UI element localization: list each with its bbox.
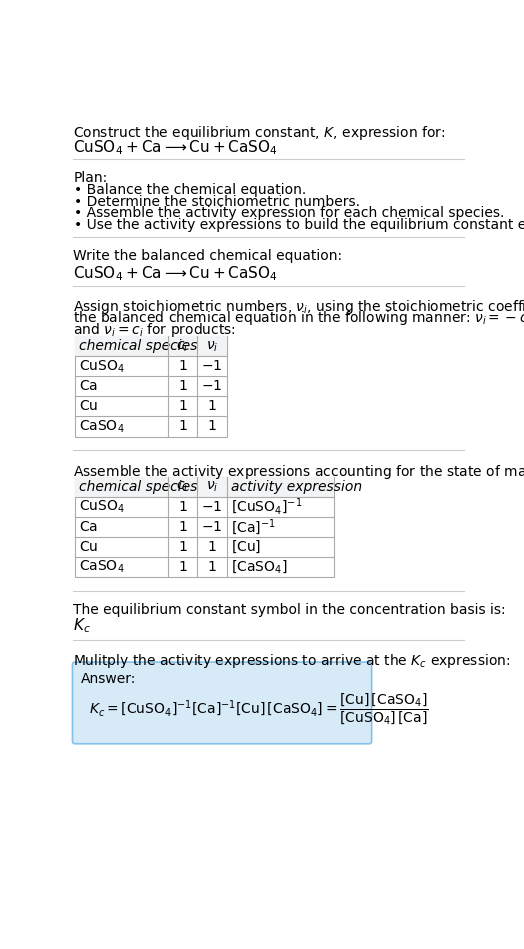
Text: $1$: $1$ xyxy=(207,419,217,434)
Text: $-1$: $-1$ xyxy=(201,499,223,513)
Text: $-1$: $-1$ xyxy=(201,380,223,394)
Text: $[\mathrm{CuSO_4}]^{-1}$: $[\mathrm{CuSO_4}]^{-1}$ xyxy=(232,496,303,517)
Text: • Balance the chemical equation.: • Balance the chemical equation. xyxy=(74,183,306,197)
Text: 1: 1 xyxy=(178,540,187,553)
Text: • Use the activity expressions to build the equilibrium constant expression.: • Use the activity expressions to build … xyxy=(74,218,524,232)
Text: $K_c$: $K_c$ xyxy=(73,617,91,636)
Text: Mulitply the activity expressions to arrive at the $K_c$ expression:: Mulitply the activity expressions to arr… xyxy=(73,652,511,670)
Text: The equilibrium constant symbol in the concentration basis is:: The equilibrium constant symbol in the c… xyxy=(73,603,506,617)
Text: $\mathrm{CuSO_4 + Ca \longrightarrow Cu + CaSO_4}$: $\mathrm{CuSO_4 + Ca \longrightarrow Cu … xyxy=(73,139,278,158)
Text: Assemble the activity expressions accounting for the state of matter and $\nu_i$: Assemble the activity expressions accoun… xyxy=(73,463,524,481)
Bar xyxy=(75,476,334,496)
Text: $\mathrm{CaSO_4}$: $\mathrm{CaSO_4}$ xyxy=(80,419,125,435)
Text: $1$: $1$ xyxy=(207,560,217,573)
Text: $\mathrm{Cu}$: $\mathrm{Cu}$ xyxy=(80,400,99,414)
Text: Construct the equilibrium constant, $K$, expression for:: Construct the equilibrium constant, $K$,… xyxy=(73,124,446,142)
Text: and $\nu_i = c_i$ for products:: and $\nu_i = c_i$ for products: xyxy=(73,321,236,339)
Text: $\mathrm{CaSO_4}$: $\mathrm{CaSO_4}$ xyxy=(80,558,125,575)
Text: $-1$: $-1$ xyxy=(201,360,223,374)
Text: Plan:: Plan: xyxy=(73,171,107,185)
Text: $[\mathrm{Cu}]$: $[\mathrm{Cu}]$ xyxy=(232,538,261,555)
Text: $1$: $1$ xyxy=(207,540,217,553)
Text: $[\mathrm{Ca}]^{-1}$: $[\mathrm{Ca}]^{-1}$ xyxy=(232,516,276,536)
Text: chemical species: chemical species xyxy=(80,340,198,353)
Bar xyxy=(75,336,227,437)
Text: Assign stoichiometric numbers, $\nu_i$, using the stoichiometric coefficients, $: Assign stoichiometric numbers, $\nu_i$, … xyxy=(73,298,524,316)
Text: Answer:: Answer: xyxy=(81,672,136,686)
Text: $\mathrm{CuSO_4 + Ca \longrightarrow Cu + CaSO_4}$: $\mathrm{CuSO_4 + Ca \longrightarrow Cu … xyxy=(73,264,278,283)
Text: $\nu_i$: $\nu_i$ xyxy=(206,339,218,354)
Text: $c_i$: $c_i$ xyxy=(177,339,189,354)
Text: $c_i$: $c_i$ xyxy=(177,479,189,493)
Text: 1: 1 xyxy=(178,560,187,573)
Text: chemical species: chemical species xyxy=(80,479,198,493)
Text: 1: 1 xyxy=(178,360,187,374)
Bar xyxy=(75,476,334,577)
Text: $\mathrm{CuSO_4}$: $\mathrm{CuSO_4}$ xyxy=(80,498,125,514)
Text: Write the balanced chemical equation:: Write the balanced chemical equation: xyxy=(73,250,342,264)
FancyBboxPatch shape xyxy=(72,662,372,744)
Text: the balanced chemical equation in the following manner: $\nu_i = -c_i$ for react: the balanced chemical equation in the fo… xyxy=(73,309,524,327)
Text: $\mathrm{Ca}$: $\mathrm{Ca}$ xyxy=(80,380,99,394)
Text: $1$: $1$ xyxy=(207,400,217,414)
Text: $\mathrm{CuSO_4}$: $\mathrm{CuSO_4}$ xyxy=(80,358,125,375)
Text: • Determine the stoichiometric numbers.: • Determine the stoichiometric numbers. xyxy=(74,195,360,209)
Bar xyxy=(75,336,227,357)
Text: $-1$: $-1$ xyxy=(201,520,223,533)
Text: $K_c = [\mathrm{CuSO_4}]^{-1} [\mathrm{Ca}]^{-1} [\mathrm{Cu}]\,[\mathrm{CaSO_4}: $K_c = [\mathrm{CuSO_4}]^{-1} [\mathrm{C… xyxy=(89,692,428,727)
Text: 1: 1 xyxy=(178,520,187,533)
Text: 1: 1 xyxy=(178,400,187,414)
Text: $\mathrm{Ca}$: $\mathrm{Ca}$ xyxy=(80,520,99,533)
Text: $\mathrm{Cu}$: $\mathrm{Cu}$ xyxy=(80,540,99,553)
Text: • Assemble the activity expression for each chemical species.: • Assemble the activity expression for e… xyxy=(74,206,505,220)
Text: 1: 1 xyxy=(178,380,187,394)
Text: $\nu_i$: $\nu_i$ xyxy=(206,479,218,493)
Text: $[\mathrm{CaSO_4}]$: $[\mathrm{CaSO_4}]$ xyxy=(232,558,288,575)
Text: 1: 1 xyxy=(178,419,187,434)
Text: 1: 1 xyxy=(178,499,187,513)
Text: activity expression: activity expression xyxy=(232,479,363,493)
